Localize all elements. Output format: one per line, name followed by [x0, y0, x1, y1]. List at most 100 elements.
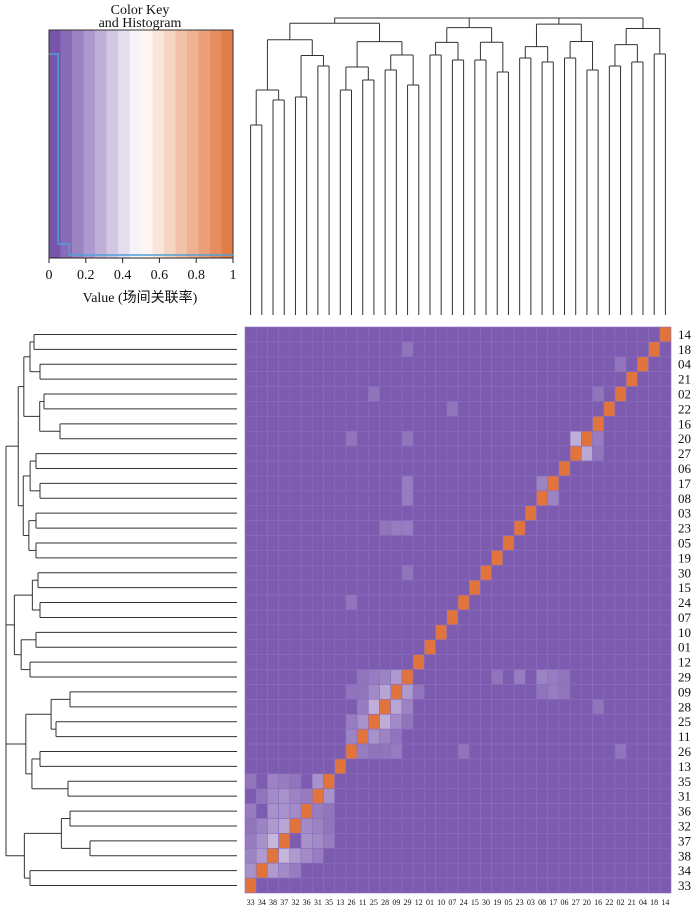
heatmap-cell: [289, 401, 302, 417]
heatmap-cell: [390, 639, 403, 655]
heatmap-cell: [614, 862, 627, 879]
heatmap-cell: [412, 773, 425, 790]
heatmap-cell: [300, 565, 313, 581]
heatmap-cell: [603, 818, 616, 834]
heatmap-cell: [558, 743, 571, 760]
heatmap-cell: [536, 743, 548, 760]
heatmap-cell: [502, 386, 515, 402]
heatmap-cell: [547, 416, 560, 432]
row-label: 32: [678, 818, 691, 833]
row-label: 17: [678, 476, 692, 491]
heatmap-cell: [592, 743, 605, 760]
heatmap-cell: [435, 728, 448, 745]
heatmap-cell: [356, 773, 369, 790]
heatmap-cell: [547, 505, 560, 521]
heatmap-cell: [581, 862, 593, 879]
heatmap-cell: [502, 505, 515, 521]
column-label: 27: [572, 898, 580, 907]
heatmap-cell: [323, 565, 335, 581]
row-label: 09: [678, 684, 691, 699]
heatmap-cell: [334, 490, 347, 507]
heatmap-cell: [345, 743, 358, 760]
heatmap-cell: [457, 550, 470, 566]
heatmap-cell: [502, 788, 515, 804]
heatmap-cell: [244, 505, 257, 521]
heatmap-cell: [435, 371, 448, 387]
heatmap-cell: [412, 803, 425, 819]
heatmap-cell: [592, 460, 605, 477]
heatmap-cell: [278, 713, 291, 730]
heatmap-cell: [412, 788, 425, 804]
heatmap-cell: [255, 684, 268, 700]
heatmap-cell: [356, 430, 369, 447]
heatmap-cell: [267, 773, 279, 790]
heatmap-cell: [379, 520, 392, 536]
heatmap-cell: [558, 550, 571, 566]
heatmap-cell: [356, 445, 369, 462]
heatmap-cell: [547, 535, 560, 551]
heatmap-cell: [513, 475, 526, 492]
heatmap-cell: [255, 833, 268, 849]
heatmap-cell: [356, 818, 369, 834]
heatmap-cell: [289, 848, 302, 864]
heatmap-cell: [592, 848, 605, 864]
heatmap-cell: [491, 713, 504, 730]
row-label: 30: [678, 565, 691, 580]
heatmap-cell: [513, 669, 526, 685]
heatmap-cell: [300, 654, 313, 670]
heatmap-cell: [289, 505, 302, 521]
heatmap-cell: [581, 416, 593, 432]
heatmap-cell: [244, 639, 257, 655]
heatmap-cell: [625, 848, 638, 864]
heatmap-cell: [502, 550, 515, 566]
heatmap-cell: [480, 788, 492, 804]
heatmap-cell: [592, 609, 605, 626]
row-label: 18: [678, 342, 691, 357]
heatmap-cell: [401, 416, 414, 432]
heatmap-cell: [558, 788, 571, 804]
heatmap-cell: [311, 699, 324, 715]
heatmap-cell: [267, 743, 279, 760]
heatmap-cell: [390, 803, 403, 819]
heatmap-cell: [502, 401, 515, 417]
heatmap-cell: [244, 356, 257, 372]
heatmap-cell: [412, 505, 425, 521]
heatmap-cell: [412, 758, 425, 775]
heatmap-cell: [581, 743, 593, 760]
heatmap-cell: [368, 639, 380, 655]
heatmap-cell: [581, 445, 593, 462]
heatmap-cell: [244, 669, 257, 685]
heatmap-cell: [334, 743, 347, 760]
heatmap-cell: [278, 654, 291, 670]
heatmap-cell: [278, 579, 291, 596]
heatmap-cell: [536, 728, 548, 745]
heatmap-cell: [502, 520, 515, 536]
heatmap-cell: [637, 386, 649, 402]
heatmap-cell: [424, 609, 436, 626]
heatmap-cell: [311, 550, 324, 566]
heatmap-cell: [311, 713, 324, 730]
color-key-step: [49, 30, 61, 258]
heatmap-cell: [278, 356, 291, 372]
heatmap-cell: [446, 565, 459, 581]
heatmap-cell: [255, 460, 268, 477]
heatmap-cell: [614, 475, 627, 492]
heatmap-cell: [592, 341, 605, 358]
heatmap-cell: [558, 460, 571, 477]
heatmap-cell: [625, 773, 638, 790]
heatmap-cell: [513, 535, 526, 551]
heatmap-cell: [468, 624, 481, 641]
heatmap-cell: [278, 624, 291, 641]
heatmap-cell: [255, 713, 268, 730]
heatmap-cell: [524, 803, 537, 819]
heatmap-cell: [289, 862, 302, 879]
heatmap-cell: [446, 535, 459, 551]
heatmap-cell: [435, 356, 448, 372]
heatmap-cell: [637, 341, 649, 358]
heatmap-cell: [513, 520, 526, 536]
heatmap-cell: [244, 788, 257, 804]
heatmap-cell: [480, 758, 492, 775]
heatmap-cell: [648, 386, 661, 402]
heatmap-cell: [659, 401, 672, 417]
heatmap-cell: [446, 862, 459, 879]
